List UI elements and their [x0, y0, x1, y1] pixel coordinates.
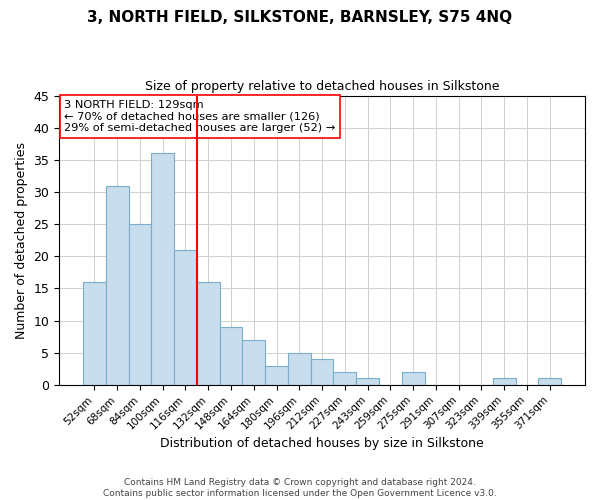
Text: Contains HM Land Registry data © Crown copyright and database right 2024.
Contai: Contains HM Land Registry data © Crown c…: [103, 478, 497, 498]
Bar: [174, 250, 197, 385]
Title: Size of property relative to detached houses in Silkstone: Size of property relative to detached ho…: [145, 80, 499, 93]
Bar: [151, 154, 174, 385]
Bar: [356, 378, 379, 385]
Y-axis label: Number of detached properties: Number of detached properties: [15, 142, 28, 338]
Bar: [128, 224, 151, 385]
Bar: [265, 366, 288, 385]
Bar: [197, 282, 220, 385]
Bar: [311, 359, 334, 385]
Bar: [402, 372, 425, 385]
Bar: [538, 378, 561, 385]
X-axis label: Distribution of detached houses by size in Silkstone: Distribution of detached houses by size …: [160, 437, 484, 450]
Bar: [288, 352, 311, 385]
Bar: [106, 186, 128, 385]
Bar: [220, 327, 242, 385]
Bar: [83, 282, 106, 385]
Bar: [242, 340, 265, 385]
Text: 3, NORTH FIELD, SILKSTONE, BARNSLEY, S75 4NQ: 3, NORTH FIELD, SILKSTONE, BARNSLEY, S75…: [88, 10, 512, 25]
Bar: [334, 372, 356, 385]
Bar: [493, 378, 515, 385]
Text: 3 NORTH FIELD: 129sqm
← 70% of detached houses are smaller (126)
29% of semi-det: 3 NORTH FIELD: 129sqm ← 70% of detached …: [64, 100, 335, 133]
